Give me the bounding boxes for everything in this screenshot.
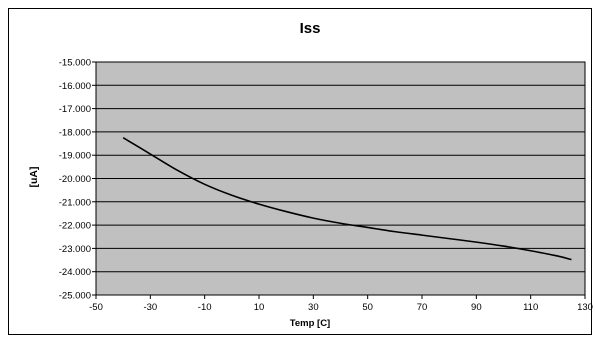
x-tick-label: 30 bbox=[308, 302, 319, 313]
y-tick-label: -21.000 bbox=[59, 197, 91, 208]
x-tick-label: -50 bbox=[89, 302, 103, 313]
x-tick-label: 90 bbox=[471, 302, 482, 313]
x-tick-label: -10 bbox=[198, 302, 212, 313]
x-tick-label: 70 bbox=[417, 302, 428, 313]
series-line bbox=[122, 137, 572, 261]
x-tick-label: -30 bbox=[143, 302, 157, 313]
y-tick-label: -19.000 bbox=[59, 151, 91, 162]
y-tick-label: -15.000 bbox=[59, 58, 91, 69]
y-axis-ticks: -15.000 -16.000 -17.000 -18.000 -19.000 -20.0… bbox=[59, 58, 96, 302]
y-tick-label: -24.000 bbox=[59, 267, 91, 278]
x-axis-ticks: -50 -30 -10 10 30 50 70 90 110 130 bbox=[89, 295, 593, 313]
y-tick-label: -17.000 bbox=[59, 104, 91, 115]
x-axis-label: Temp [C] bbox=[290, 318, 330, 329]
grid-lines bbox=[96, 61, 585, 296]
x-tick-label: 130 bbox=[577, 302, 593, 313]
y-tick-label: -16.000 bbox=[59, 81, 91, 92]
y-tick-label: -22.000 bbox=[59, 221, 91, 232]
y-tick-label: -20.000 bbox=[59, 174, 91, 185]
chart-title: Iss bbox=[300, 20, 321, 37]
y-axis-label: [uA] bbox=[28, 167, 40, 188]
x-tick-label: 50 bbox=[362, 302, 373, 313]
y-tick-label: -25.000 bbox=[59, 291, 91, 302]
y-tick-label: -18.000 bbox=[59, 127, 91, 138]
y-tick-label: -23.000 bbox=[59, 244, 91, 255]
x-tick-label: 10 bbox=[254, 302, 265, 313]
x-tick-label: 110 bbox=[523, 302, 538, 313]
